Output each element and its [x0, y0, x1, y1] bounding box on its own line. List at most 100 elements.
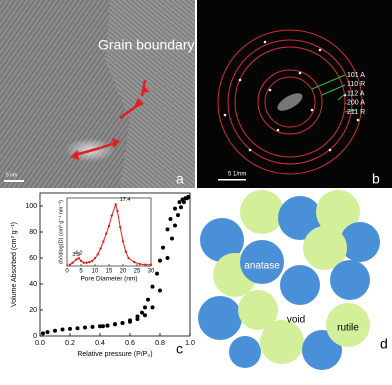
x-tick-label: 0.2: [65, 340, 75, 347]
scale-bar-label: 5 1/nm: [228, 172, 246, 178]
y-tick-label: 80: [29, 229, 37, 236]
data-point: [170, 236, 174, 241]
data-point: [101, 324, 105, 329]
inset-point: [91, 259, 94, 263]
inset-point: [133, 260, 136, 264]
data-point: [143, 313, 147, 318]
inset-point: [102, 240, 105, 243]
diagram-label: void: [287, 315, 305, 326]
x-tick-label: 0.6: [125, 340, 135, 347]
data-point: [143, 305, 147, 310]
data-point: [45, 330, 50, 335]
y-tick-label: 100: [25, 203, 37, 210]
data-point: [173, 223, 177, 228]
inset-x-tick-label: 5: [79, 269, 83, 275]
y-axis-label: Volume Absorbed (cm³ g⁻¹): [11, 222, 18, 307]
data-point: [177, 200, 182, 205]
x-tick-label: 0.8: [155, 340, 165, 347]
particle-diagram: [198, 190, 380, 370]
inset-point: [105, 232, 108, 235]
ring-label: 101 A: [347, 72, 365, 79]
ring-label: 211 R: [347, 109, 365, 116]
data-point: [161, 245, 165, 250]
data-point: [146, 297, 150, 302]
x-axis-label: Relative pressure (P/P₀): [77, 351, 152, 358]
diagram-label: anatase: [244, 261, 280, 272]
diagram-label: rutile: [337, 323, 359, 334]
annotation: Grain boundary: [98, 37, 195, 53]
inset-point: [149, 263, 153, 266]
inset-point: [75, 258, 78, 261]
panel-label: c: [176, 341, 183, 357]
panel-label: d: [380, 336, 388, 352]
inset-x-tick-label: 10: [92, 269, 99, 275]
inset-point: [77, 257, 80, 260]
inset-point: [68, 263, 72, 266]
scale-bar-label: 5 nm: [6, 172, 17, 178]
inset-point: [85, 261, 88, 264]
inset-point: [127, 257, 130, 260]
inset-point: [93, 257, 97, 260]
data-point: [180, 197, 185, 202]
inset-point: [121, 240, 125, 243]
inset-x-tick-label: 15: [106, 269, 113, 275]
data-point: [158, 258, 162, 263]
data-point: [158, 288, 162, 293]
inset-x-tick-label: 30: [148, 269, 155, 275]
x-tick-label: 0.0: [35, 340, 45, 347]
data-point: [105, 323, 110, 328]
inset-x-tick-label: 25: [134, 269, 141, 275]
data-point: [41, 331, 45, 336]
ring-label: 112 A: [347, 90, 365, 97]
y-tick-label: 60: [29, 255, 37, 262]
inset-point: [110, 214, 114, 217]
inset-point: [119, 225, 122, 229]
peak-label: 3.3: [72, 252, 80, 258]
data-point: [186, 194, 191, 199]
data-point: [83, 325, 87, 330]
data-point: [155, 271, 159, 276]
y-tick-label: 20: [29, 307, 37, 314]
data-point: [173, 206, 177, 211]
data-point: [113, 322, 117, 327]
data-point: [165, 227, 170, 232]
data-point: [68, 326, 72, 331]
plot-frame: [39, 192, 191, 337]
data-point: [183, 196, 188, 201]
peak-label: 4.2: [75, 251, 83, 257]
data-point: [176, 213, 180, 218]
data-point: [120, 321, 125, 325]
x-tick-label: 0.4: [95, 340, 105, 347]
data-point: [90, 324, 95, 329]
y-tick-label: 0: [33, 333, 37, 340]
inset-x-tick-label: 20: [120, 269, 127, 275]
x-tick-label: 1.0: [185, 340, 195, 347]
data-point: [60, 327, 65, 332]
inset-x-axis-label: Pore Diameter (nm): [80, 276, 137, 283]
data-point: [135, 314, 140, 319]
tem-image: [0, 0, 195, 188]
inset-y-axis-label: dV/dlog(D) (cm³ g⁻¹ nm⁻¹): [58, 200, 64, 264]
data-point: [150, 284, 155, 289]
inset-point: [144, 263, 147, 266]
data-point: [140, 310, 144, 315]
data-point: [75, 326, 80, 331]
inset-point: [82, 261, 86, 264]
y-tick-label: 40: [29, 281, 37, 288]
panel-label: a: [176, 171, 184, 187]
data-point: [168, 217, 173, 221]
inset-x-tick-label: 0: [65, 269, 69, 275]
data-point: [150, 305, 155, 310]
inset-point: [114, 203, 117, 206]
inset-point: [79, 259, 83, 263]
data-point: [53, 328, 57, 333]
data-point: [98, 324, 102, 329]
inset-point: [99, 247, 102, 250]
inset-point: [138, 262, 141, 266]
inset-point: [96, 253, 100, 256]
data-point: [179, 205, 183, 210]
panel-label: b: [372, 171, 380, 187]
inset-point: [88, 260, 91, 264]
ring-label: 110 R: [347, 81, 365, 88]
data-point: [165, 256, 170, 260]
